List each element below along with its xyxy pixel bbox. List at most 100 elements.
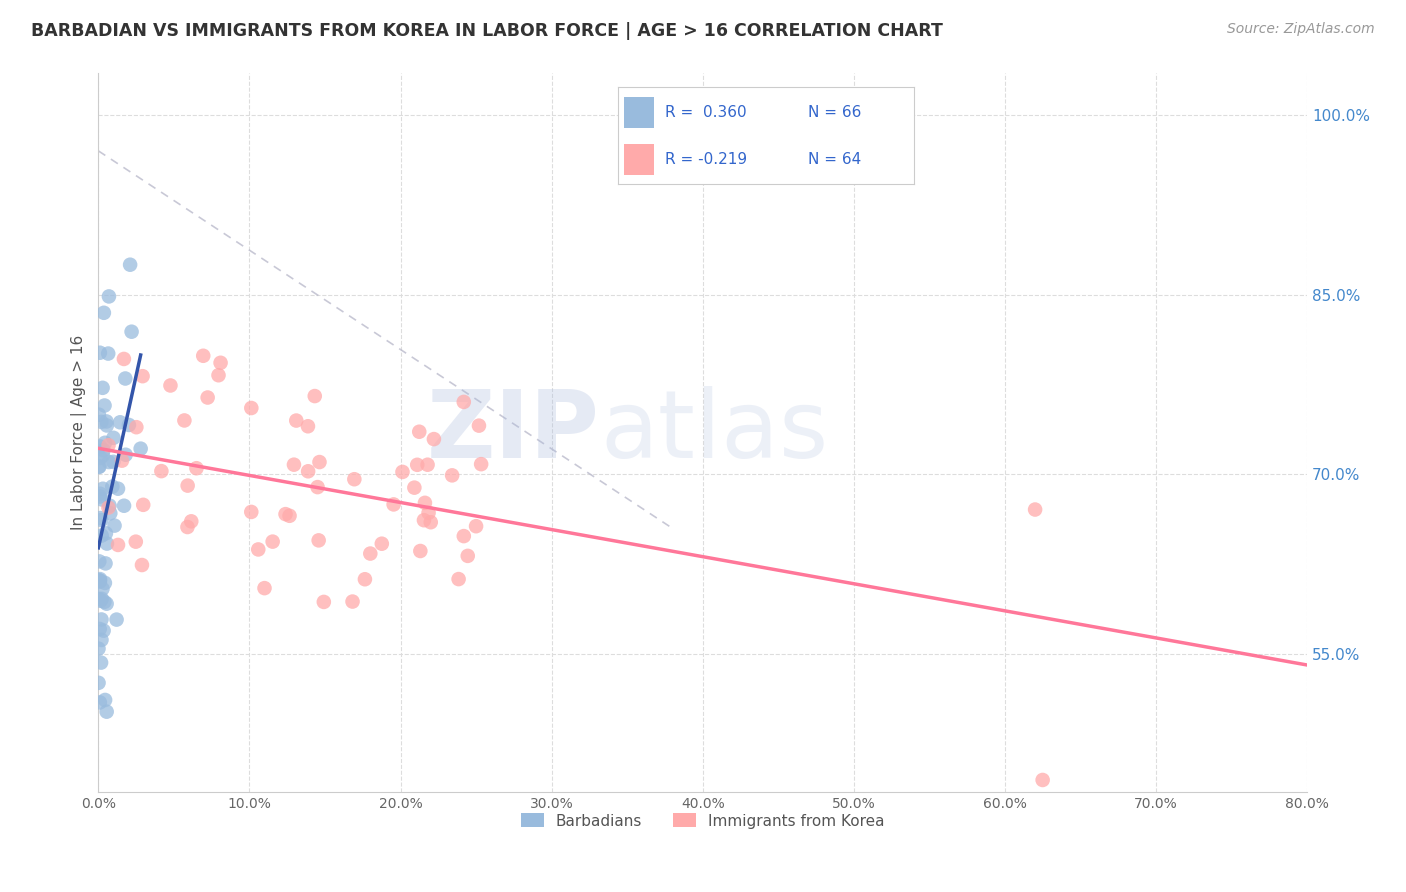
Point bbox=[103, 431, 125, 445]
Point bbox=[98, 506, 121, 520]
Point bbox=[98, 499, 121, 513]
Point bbox=[112, 499, 135, 513]
Point bbox=[96, 418, 118, 433]
Point bbox=[408, 425, 430, 439]
Text: BARBADIAN VS IMMIGRANTS FROM KOREA IN LABOR FORCE | AGE > 16 CORRELATION CHART: BARBADIAN VS IMMIGRANTS FROM KOREA IN LA… bbox=[31, 22, 943, 40]
Point bbox=[90, 513, 112, 527]
Point bbox=[131, 558, 153, 572]
Point bbox=[285, 413, 308, 427]
Point bbox=[131, 369, 153, 384]
Point bbox=[94, 693, 117, 707]
Point bbox=[173, 413, 195, 427]
Point bbox=[87, 408, 110, 422]
Point bbox=[354, 572, 377, 586]
Point bbox=[90, 591, 112, 606]
Point bbox=[90, 632, 112, 647]
Point bbox=[1032, 772, 1054, 787]
Point bbox=[91, 482, 114, 496]
Point bbox=[97, 438, 120, 452]
Point bbox=[419, 515, 441, 529]
Point bbox=[404, 481, 426, 495]
Point bbox=[382, 497, 405, 511]
Point bbox=[94, 557, 117, 571]
Point bbox=[107, 482, 129, 496]
Point bbox=[90, 656, 112, 670]
Point bbox=[89, 554, 111, 568]
Point bbox=[129, 442, 152, 456]
Text: atlas: atlas bbox=[600, 386, 828, 478]
Point bbox=[413, 513, 436, 527]
Point bbox=[409, 544, 432, 558]
Point bbox=[114, 371, 136, 385]
Point bbox=[308, 533, 330, 548]
Point bbox=[371, 537, 394, 551]
Point bbox=[97, 455, 120, 469]
Point bbox=[297, 464, 319, 478]
Point bbox=[103, 518, 125, 533]
Point bbox=[90, 528, 112, 542]
Point bbox=[342, 594, 364, 608]
Point bbox=[93, 624, 115, 638]
Point bbox=[107, 538, 129, 552]
Point bbox=[114, 448, 136, 462]
Point bbox=[105, 613, 128, 627]
Point bbox=[87, 641, 110, 656]
Point bbox=[240, 401, 263, 415]
Point bbox=[209, 356, 232, 370]
Point bbox=[87, 574, 110, 588]
Point bbox=[447, 572, 470, 586]
Point bbox=[312, 595, 335, 609]
Point bbox=[97, 289, 120, 303]
Point bbox=[89, 622, 111, 636]
Point bbox=[468, 418, 491, 433]
Point bbox=[94, 435, 117, 450]
Point bbox=[423, 432, 446, 446]
Point bbox=[283, 458, 305, 472]
Point bbox=[343, 472, 366, 486]
Point bbox=[274, 507, 297, 521]
Point bbox=[247, 542, 270, 557]
Point bbox=[297, 419, 319, 434]
Point bbox=[96, 705, 118, 719]
Point bbox=[91, 381, 114, 395]
Point bbox=[125, 420, 148, 434]
Point bbox=[93, 595, 115, 609]
Point bbox=[87, 591, 110, 606]
Point bbox=[89, 511, 111, 525]
Point bbox=[197, 391, 219, 405]
Point bbox=[186, 461, 208, 475]
Point bbox=[87, 460, 110, 475]
Point bbox=[180, 514, 202, 528]
Point bbox=[89, 345, 111, 359]
Text: Source: ZipAtlas.com: Source: ZipAtlas.com bbox=[1227, 22, 1375, 37]
Point bbox=[308, 455, 330, 469]
Point bbox=[90, 612, 112, 626]
Point bbox=[470, 457, 492, 471]
Point bbox=[97, 346, 120, 360]
Point bbox=[118, 417, 141, 432]
Point bbox=[176, 520, 198, 534]
Point bbox=[89, 440, 111, 454]
Point bbox=[304, 389, 326, 403]
Point bbox=[391, 465, 413, 479]
Point bbox=[112, 351, 135, 366]
Point bbox=[125, 534, 148, 549]
Text: ZIP: ZIP bbox=[427, 386, 600, 478]
Y-axis label: In Labor Force | Age > 16: In Labor Force | Age > 16 bbox=[72, 334, 87, 530]
Point bbox=[441, 468, 464, 483]
Point bbox=[418, 506, 440, 520]
Point bbox=[207, 368, 229, 383]
Point bbox=[416, 458, 439, 472]
Point bbox=[94, 575, 117, 590]
Point bbox=[240, 505, 263, 519]
Point bbox=[453, 395, 475, 409]
Point bbox=[93, 399, 115, 413]
Point bbox=[108, 415, 131, 429]
Point bbox=[89, 594, 111, 608]
Point bbox=[89, 459, 111, 474]
Point bbox=[457, 549, 479, 563]
Point bbox=[1024, 502, 1046, 516]
Point bbox=[465, 519, 488, 533]
Point bbox=[101, 480, 124, 494]
Point bbox=[90, 492, 112, 507]
